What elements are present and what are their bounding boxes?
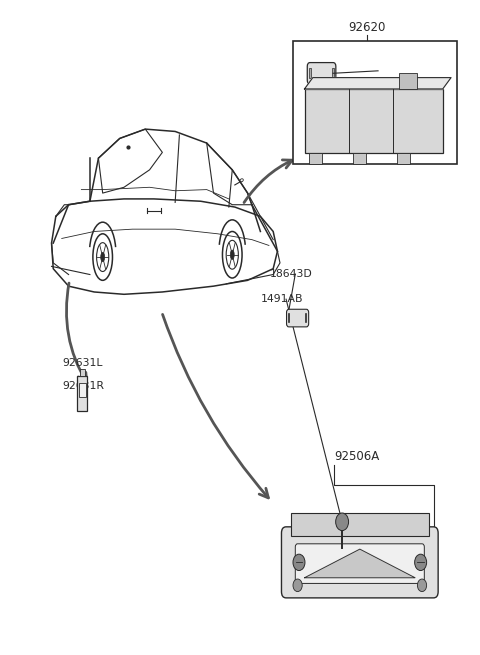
Text: 18643D: 18643D [270, 269, 312, 279]
Text: 92631R: 92631R [62, 381, 105, 391]
FancyBboxPatch shape [281, 527, 438, 598]
Circle shape [336, 513, 348, 531]
Bar [291, 513, 429, 536]
FancyBboxPatch shape [295, 544, 424, 584]
Bar [398, 73, 417, 89]
Text: 92631L: 92631L [62, 358, 103, 368]
Circle shape [415, 554, 427, 571]
Bar [309, 153, 322, 164]
Bar [304, 89, 443, 153]
Circle shape [293, 554, 305, 571]
Bar [79, 383, 86, 397]
FancyBboxPatch shape [287, 309, 309, 327]
Bar [397, 153, 410, 164]
Text: 18645B: 18645B [408, 66, 450, 76]
Bar [353, 153, 366, 164]
Circle shape [293, 579, 302, 591]
Ellipse shape [230, 250, 234, 259]
Bar [332, 68, 335, 79]
Text: 1491AB: 1491AB [261, 294, 303, 304]
Circle shape [418, 579, 427, 591]
Ellipse shape [101, 252, 105, 262]
FancyBboxPatch shape [307, 63, 336, 84]
Bar [80, 369, 84, 376]
Bar [309, 68, 311, 79]
Bar [293, 41, 456, 164]
Polygon shape [304, 549, 415, 578]
Text: 92506A: 92506A [334, 450, 379, 462]
Polygon shape [304, 77, 451, 89]
Text: 92620: 92620 [348, 21, 385, 34]
Bar [77, 376, 87, 411]
